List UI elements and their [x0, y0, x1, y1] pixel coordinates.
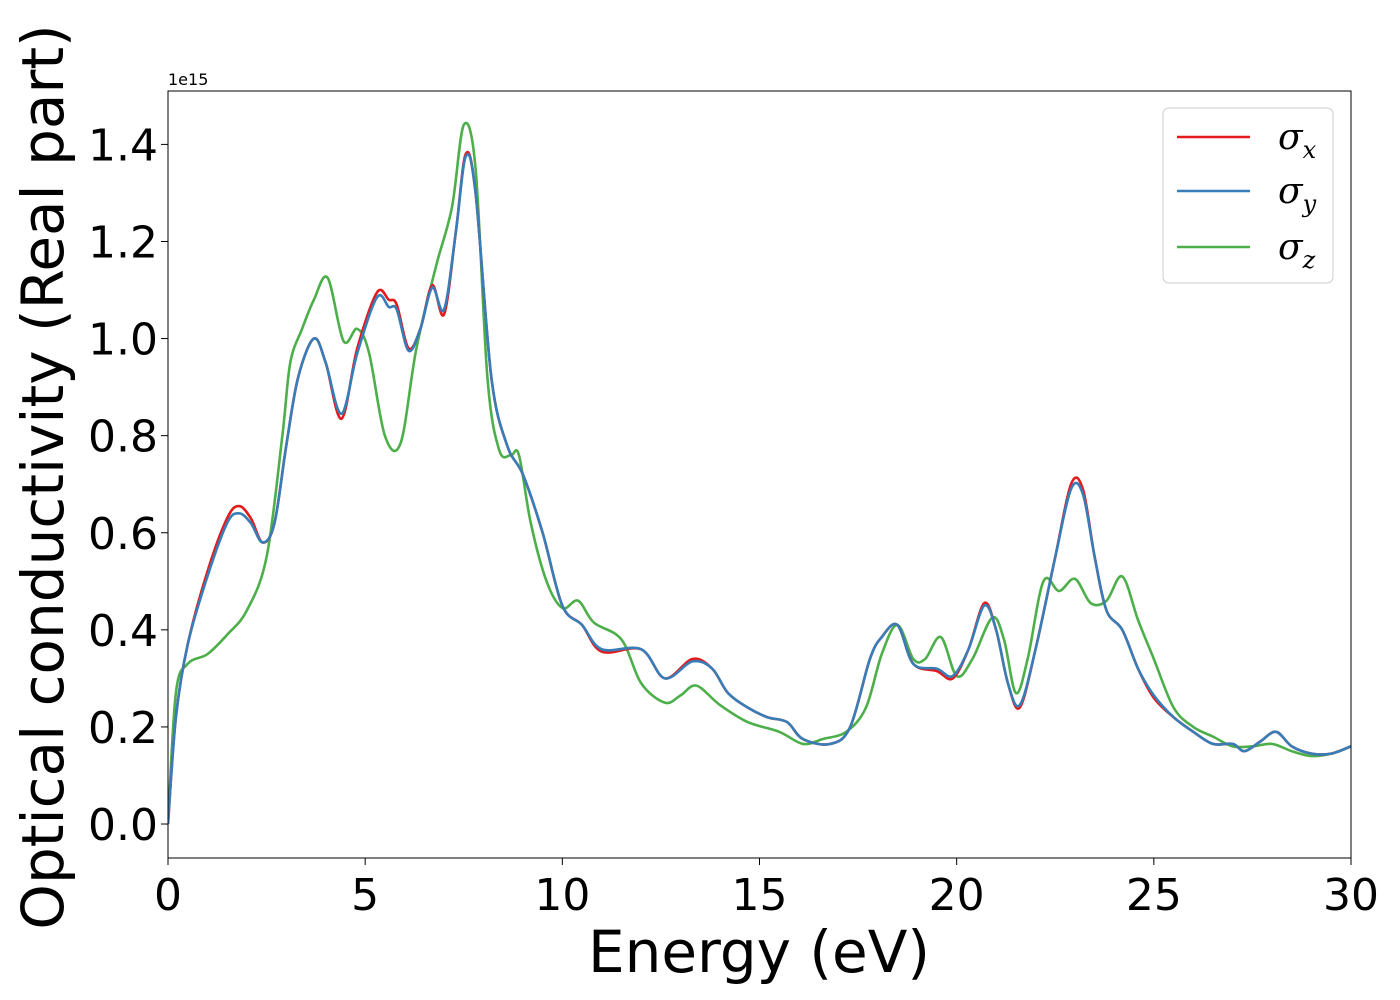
x-tick-label: 10 — [534, 870, 590, 921]
y-tick-label: 0.6 — [88, 509, 158, 560]
y-tick-label: 0.4 — [88, 606, 158, 657]
x-tick-label: 25 — [1126, 870, 1182, 921]
y-tick-label: 0.8 — [88, 412, 158, 463]
y-axis-title: Optical conductivity (Real part) — [9, 24, 77, 929]
y-tick-label: 1.2 — [88, 217, 158, 268]
x-axis-ticks: 0 5 10 15 20 25 30 — [154, 858, 1379, 921]
y-offset-label: 1e15 — [168, 70, 208, 89]
series-layer — [168, 121, 1351, 825]
y-tick-label: 0.2 — [88, 703, 158, 754]
x-tick-label: 20 — [929, 870, 985, 921]
y-tick-label: 1.4 — [88, 120, 158, 171]
legend-box — [1162, 107, 1334, 284]
y-tick-label: 1.0 — [88, 315, 158, 366]
x-tick-label: 0 — [154, 870, 182, 921]
x-tick-label: 15 — [732, 870, 788, 921]
series-line-y — [168, 153, 1351, 825]
y-tick-label: 0.0 — [88, 800, 158, 851]
series-line-z — [168, 121, 1351, 825]
x-tick-label: 5 — [351, 870, 379, 921]
x-axis-title: Energy (eV) — [588, 918, 930, 986]
x-tick-label: 30 — [1323, 870, 1379, 921]
y-axis-ticks: 0.0 0.2 0.4 0.6 0.8 1.0 1.2 1.4 — [88, 120, 168, 851]
